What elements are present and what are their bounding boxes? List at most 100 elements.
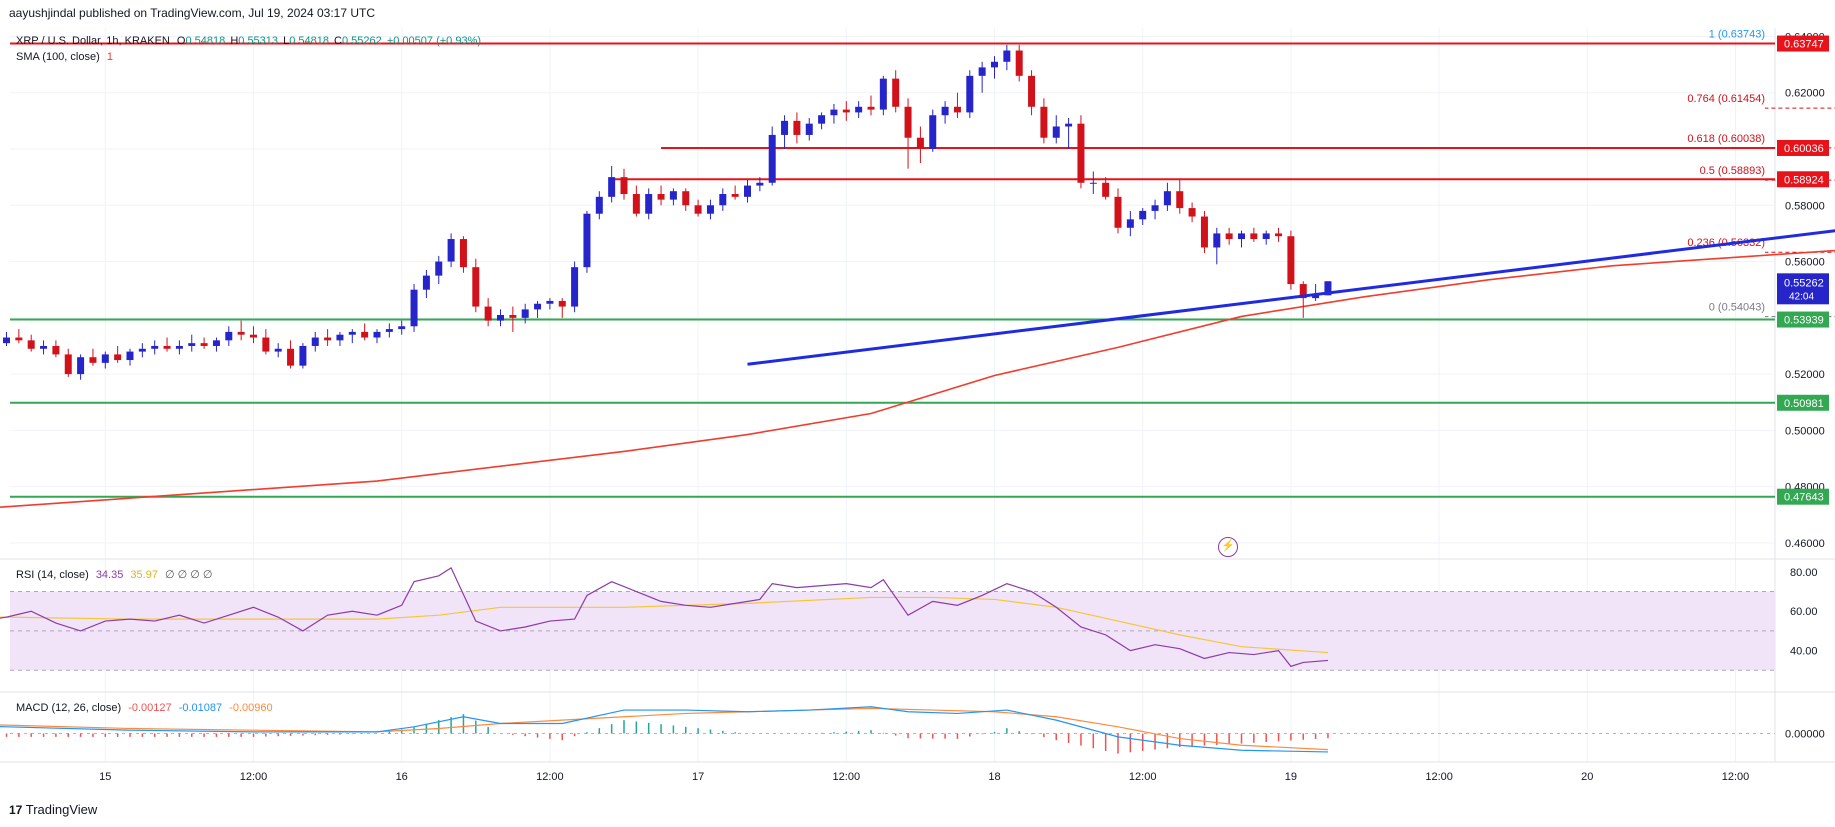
candle [558,298,566,318]
candle-body [1102,182,1110,197]
macd-signal-value: -0.00960 [229,702,273,714]
candle-body [484,306,492,321]
candle-body [398,326,406,330]
support-trendline [747,229,1835,366]
fib-level-label: 0 (0.54043) [1709,302,1765,314]
candle-body [805,123,813,135]
candle [571,261,579,313]
candle-body [534,303,542,310]
candle [1028,70,1036,116]
candle-body [583,213,591,268]
sma-label: SMA (100, close) [16,51,100,63]
price-level-label: 0.53939 [1784,315,1824,327]
candle-body [768,134,776,183]
candle [546,298,554,310]
rsi-tick-label: 80.00 [1790,567,1818,579]
candle [595,191,603,220]
candle [1077,115,1085,189]
candle-body [89,357,97,363]
candle-body [1052,126,1060,138]
candle-body [546,300,554,304]
candle [953,92,961,119]
candle-body [212,340,220,346]
candle [237,320,245,341]
candle [138,343,146,358]
time-tick-label: 12:00 [536,771,564,783]
candle [101,351,109,369]
price-axis: 0.640000.620000.580000.560000.520000.500… [1777,31,1829,741]
candle-body [1238,233,1245,240]
candle-body [781,120,789,135]
candle-body [1163,191,1171,206]
candle-body [1213,233,1221,248]
candle [632,185,640,217]
time-tick-label: 12:00 [1425,771,1453,783]
sma-line [0,249,1835,508]
candle-body [200,343,208,346]
candle [1225,227,1233,245]
candle-body [422,275,430,290]
candle [1238,230,1245,248]
candle-body [299,345,307,366]
candle-body [521,309,529,318]
time-tick-label: 12:00 [240,771,268,783]
candle-body [904,106,912,138]
macd-tick-label: 0.00000 [1785,729,1825,741]
price-tick-label: 0.58000 [1785,200,1825,212]
candle-body [1151,205,1159,211]
candle-body [1065,123,1073,127]
rsi-label: RSI (14, close) [16,569,89,581]
c-value: 0.55262 [342,35,382,47]
candle [40,340,48,355]
candle-body [1188,208,1196,217]
candle [1040,98,1048,144]
candle [1176,179,1184,214]
candle [1151,199,1159,220]
candle-body [929,115,937,149]
candle [299,343,307,369]
candle-body [447,239,455,262]
candle-body [571,267,579,307]
h-value: 0.55313 [238,35,279,47]
candle [879,75,887,116]
candle [410,284,418,332]
rsi-value: 34.35 [95,569,124,581]
sma-legend: SMA (100, close) 1 [16,51,113,63]
macd-label: MACD (12, 26, close) [16,702,122,714]
candle [731,185,739,200]
candle-body [1250,233,1258,240]
candle [1188,202,1196,223]
candle-body [818,115,826,124]
candle [114,345,122,363]
candle-body [163,345,171,349]
candle-body [1040,106,1048,138]
price-level-tag [1777,394,1829,411]
price-level-label: 0.47643 [1784,492,1824,504]
candle [1200,210,1208,254]
candle [1275,227,1283,242]
candle-body [1225,233,1233,240]
candle [842,101,850,121]
candle [27,334,35,352]
candle-body [40,345,48,349]
brand-label: TradingView [25,802,98,817]
time-tick-label: 20 [1581,771,1593,783]
l-label: L [283,35,290,47]
lightning-icon[interactable]: ⚡ [1218,537,1238,557]
candle [991,56,998,79]
fib-level-label: 0.5 (0.58893) [1700,165,1765,177]
ohlc-legend: XRP / U.S. Dollar, 1h, KRAKEN O0.54818 H… [16,35,481,47]
candle-body [558,300,566,307]
rsi-ma-value: 35.97 [130,569,158,581]
current-price-label: 0.55262 [1784,277,1824,289]
candle [1299,281,1307,318]
candle [126,348,134,366]
price-tick-label: 0.50000 [1785,425,1825,437]
candle-body [126,351,134,361]
candle [781,115,789,149]
candle-body [682,191,690,206]
candle [175,340,183,355]
candle-body [237,331,245,335]
